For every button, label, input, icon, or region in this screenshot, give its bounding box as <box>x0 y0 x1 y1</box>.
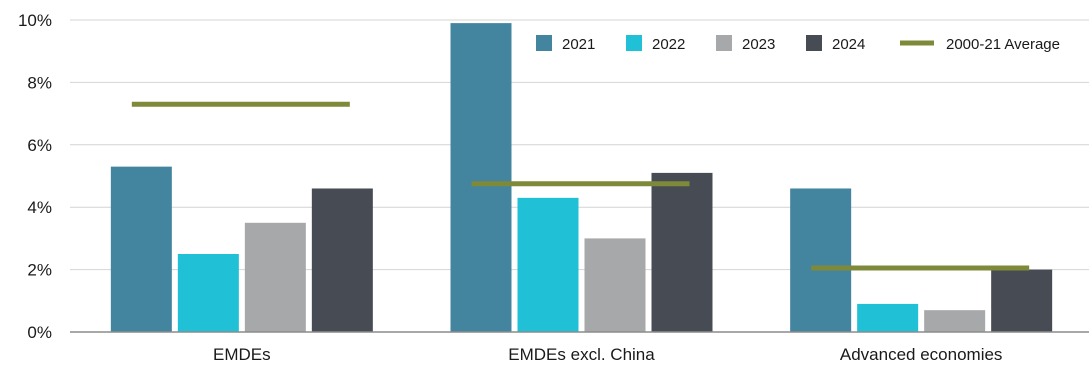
x-category-label: EMDEs excl. China <box>508 345 655 364</box>
y-tick-label: 6% <box>27 136 52 155</box>
y-tick-label: 8% <box>27 73 52 92</box>
bar-2021 <box>450 23 512 333</box>
legend-label: 2000-21 Average <box>946 36 1060 53</box>
y-tick-label: 2% <box>27 261 52 280</box>
bar-2024 <box>311 188 373 332</box>
bar-2024 <box>991 269 1053 332</box>
y-tick-label: 0% <box>27 323 52 342</box>
legend-swatch <box>536 35 552 51</box>
legend-label: 2021 <box>562 36 595 53</box>
bar-2023 <box>244 222 306 332</box>
y-tick-label: 4% <box>27 198 52 217</box>
bar-2022 <box>517 197 579 332</box>
legend-swatch <box>716 35 732 51</box>
bars <box>110 23 1053 333</box>
bar-2023 <box>584 238 646 332</box>
bar-2023 <box>924 310 986 332</box>
y-tick-label: 10% <box>18 11 52 30</box>
x-category-label: EMDEs <box>213 345 271 364</box>
legend-swatch <box>806 35 822 51</box>
x-axis: EMDEs EMDEs excl. China Advanced economies <box>213 345 1002 364</box>
legend-label: 2024 <box>832 36 865 53</box>
legend-label: 2023 <box>742 36 775 53</box>
bar-2022 <box>857 303 919 332</box>
bar-2021 <box>110 166 172 332</box>
gridlines <box>70 19 1089 271</box>
x-category-label: Advanced economies <box>840 345 1003 364</box>
legend-label: 2022 <box>652 36 685 53</box>
legend-swatch <box>626 35 642 51</box>
bar-2024 <box>651 172 713 332</box>
y-axis: 0% 2% 4% 6% 8% 10% <box>18 11 52 342</box>
average-lines <box>131 101 1030 271</box>
legend: 2021 2022 2023 2024 2000-21 Average <box>536 35 1060 53</box>
bar-2021 <box>790 188 852 332</box>
bar-2022 <box>177 254 239 332</box>
